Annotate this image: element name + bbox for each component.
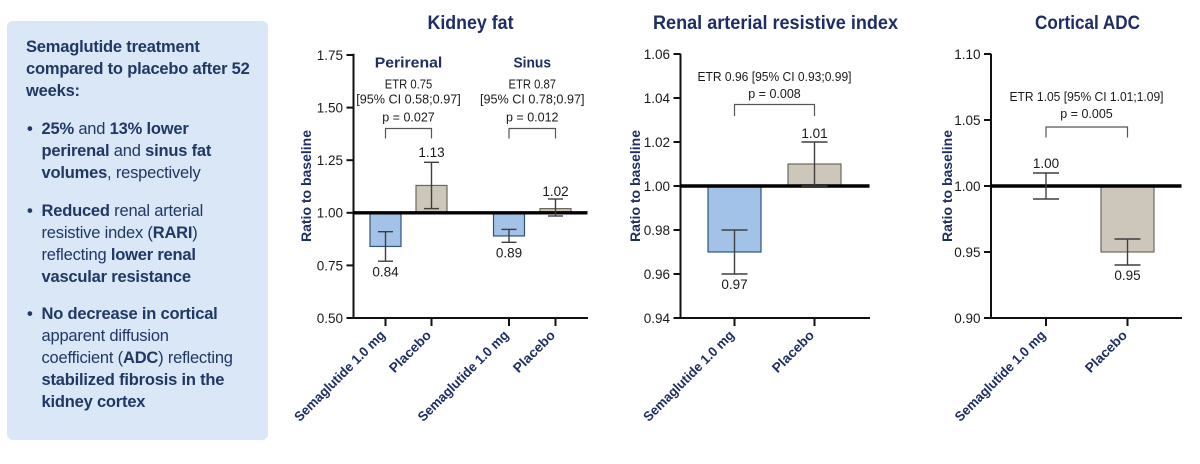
svg-text:Placebo: Placebo [1082,328,1130,376]
svg-text:p = 0.027: p = 0.027 [382,109,435,124]
svg-text:p = 0.005: p = 0.005 [1060,106,1113,121]
svg-text:1.25: 1.25 [317,153,343,168]
svg-text:ETR 0.75: ETR 0.75 [385,76,433,91]
svg-text:Renal arterial resistive index: Renal arterial resistive index [653,13,898,34]
svg-text:Ratio to baseline: Ratio to baseline [940,130,955,242]
svg-text:Semaglutide 1.0 mg: Semaglutide 1.0 mg [640,328,737,425]
svg-text:0.95: 0.95 [954,245,980,260]
svg-text:1.13: 1.13 [418,145,444,160]
svg-text:0.84: 0.84 [372,264,399,279]
svg-text:Placebo: Placebo [510,328,558,376]
svg-text:p = 0.012: p = 0.012 [506,109,559,124]
svg-text:1.50: 1.50 [317,101,343,116]
svg-text:0.96: 0.96 [644,267,670,282]
svg-text:0.89: 0.89 [496,245,522,260]
svg-text:Perirenal: Perirenal [375,54,443,71]
svg-text:1.00: 1.00 [954,179,980,194]
svg-text:0.94: 0.94 [644,311,671,326]
svg-text:1.00: 1.00 [644,179,670,194]
svg-text:Cortical ADC: Cortical ADC [1035,13,1140,34]
svg-text:Sinus: Sinus [514,54,552,71]
svg-text:1.75: 1.75 [317,48,343,63]
svg-text:Ratio to baseline: Ratio to baseline [628,130,643,242]
svg-text:1.00: 1.00 [317,206,343,221]
svg-text:ETR 1.05 [95% CI 1.01;1.09]: ETR 1.05 [95% CI 1.01;1.09] [1010,89,1164,104]
svg-text:[95% CI 0.58;0.97]: [95% CI 0.58;0.97] [356,92,461,107]
svg-text:0.75: 0.75 [317,258,343,273]
svg-text:0.50: 0.50 [317,311,343,326]
svg-text:0.98: 0.98 [644,223,670,238]
svg-text:1.04: 1.04 [644,91,671,106]
svg-text:1.02: 1.02 [644,135,670,150]
svg-text:Placebo: Placebo [386,328,434,376]
svg-text:[95% CI 0.78;0.97]: [95% CI 0.78;0.97] [480,92,585,107]
svg-text:1.05: 1.05 [954,113,980,128]
svg-text:Kidney fat: Kidney fat [428,13,515,34]
svg-text:ETR 0.87: ETR 0.87 [509,76,557,91]
svg-text:1.01: 1.01 [801,126,827,141]
svg-text:ETR 0.96 [95% CI 0.93;0.99]: ETR 0.96 [95% CI 0.93;0.99] [698,69,852,84]
svg-text:Placebo: Placebo [769,328,817,376]
svg-text:1.00: 1.00 [1033,156,1059,171]
svg-text:Semaglutide 1.0 mg: Semaglutide 1.0 mg [291,328,388,425]
svg-text:0.95: 0.95 [1114,268,1140,283]
svg-text:0.90: 0.90 [954,311,980,326]
svg-text:1.02: 1.02 [542,184,568,199]
svg-text:Ratio to baseline: Ratio to baseline [299,130,314,242]
svg-text:0.97: 0.97 [721,277,747,292]
svg-text:1.06: 1.06 [644,47,670,62]
svg-text:Semaglutide 1.0 mg: Semaglutide 1.0 mg [952,328,1049,425]
svg-text:p = 0.008: p = 0.008 [748,86,801,101]
svg-text:1.10: 1.10 [954,47,980,62]
